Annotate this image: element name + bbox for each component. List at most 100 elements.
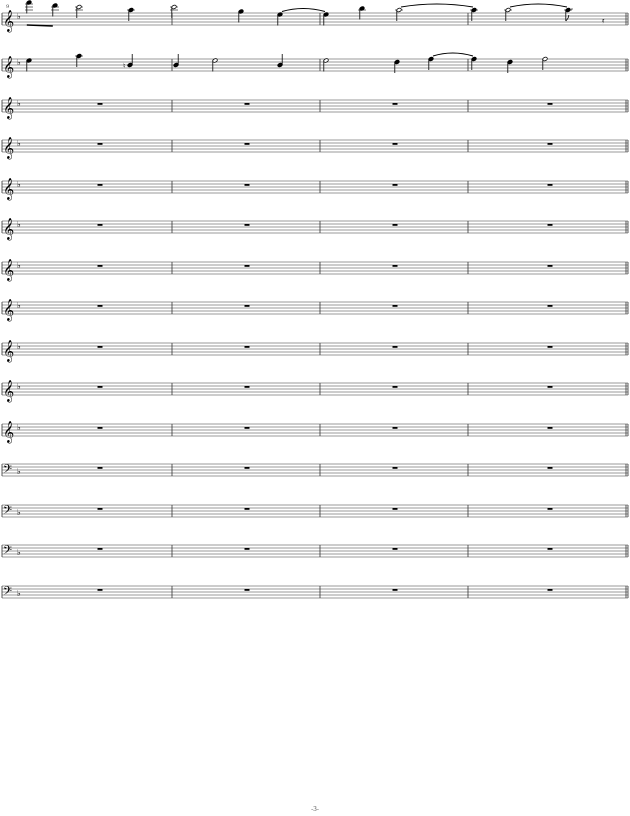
whole-rest: [244, 427, 250, 429]
flat-icon: ♭: [17, 423, 21, 432]
whole-rest: [547, 548, 553, 550]
dot: [571, 8, 573, 10]
treble-clef-icon: 𝄞: [3, 340, 14, 363]
bass-clef-icon: 𝄢: [3, 585, 12, 601]
flat-icon: ♭: [17, 12, 21, 21]
whole-rest: [392, 467, 398, 469]
treble-clef-icon: 𝄞: [3, 380, 14, 403]
staff-4: 𝄞 ♭: [1, 137, 629, 160]
whole-rest: [547, 386, 553, 388]
staff-12: 𝄢 ♭: [1, 463, 629, 479]
measure-number: 9: [6, 4, 10, 10]
staff-14: 𝄢 ♭: [1, 544, 629, 560]
whole-rest: [97, 386, 103, 388]
staff-9: 𝄞 ♭: [1, 340, 629, 363]
whole-rest: [547, 265, 553, 267]
flag: [565, 14, 570, 22]
treble-clef-icon: 𝄞: [3, 259, 14, 282]
treble-clef-icon: 𝄞: [3, 178, 14, 201]
whole-rest: [97, 224, 103, 226]
staff1-notes: 𝄿: [25, 0, 605, 27]
whole-rest: [97, 305, 103, 307]
staff-5: 𝄞 ♭: [1, 178, 629, 201]
staff-13: 𝄢 ♭: [1, 504, 629, 520]
whole-rest: [392, 589, 398, 591]
tie: [281, 8, 326, 12]
whole-rest: [547, 346, 553, 348]
whole-rest: [392, 143, 398, 145]
flat-icon: ♭: [17, 220, 21, 229]
staff-15: 𝄢 ♭: [1, 585, 629, 601]
whole-rest: [97, 265, 103, 267]
whole-rest: [97, 346, 103, 348]
whole-rest: [244, 346, 250, 348]
whole-rest: [244, 184, 250, 186]
whole-rest: [97, 427, 103, 429]
flat-icon: ♭: [17, 99, 21, 108]
treble-clef-icon: 𝄞: [3, 421, 14, 444]
tie: [432, 52, 474, 57]
page-number: -3-: [311, 806, 319, 813]
staff-1: 𝄞 ♭: [1, 10, 629, 33]
treble-clef-icon: 𝄞: [3, 10, 14, 33]
whole-rest: [392, 265, 398, 267]
whole-rest: [547, 224, 553, 226]
whole-rest: [392, 184, 398, 186]
whole-rest: [97, 143, 103, 145]
flat-icon: ♭: [17, 261, 21, 270]
flat-icon: ♭: [17, 508, 21, 517]
whole-rest: [244, 143, 250, 145]
whole-rest: [244, 103, 250, 105]
whole-rest: [244, 386, 250, 388]
treble-clef-icon: 𝄞: [3, 299, 14, 322]
staff-10: 𝄞 ♭: [1, 380, 629, 403]
whole-rest: [547, 305, 553, 307]
staff-6: 𝄞 ♭: [1, 218, 629, 241]
flat-icon: ♭: [17, 589, 21, 598]
bass-clef-icon: 𝄢: [3, 463, 12, 479]
whole-rest: [244, 548, 250, 550]
treble-clef-icon: 𝄞: [3, 56, 14, 79]
whole-rest: [97, 508, 103, 510]
whole-rest: [392, 548, 398, 550]
natural-icon: ♮: [123, 62, 126, 70]
treble-clef-icon: 𝄞: [3, 137, 14, 160]
staff-11: 𝄞 ♭: [1, 421, 629, 444]
whole-rest: [392, 508, 398, 510]
staff-8: 𝄞 ♭: [1, 299, 629, 322]
whole-rest: [392, 103, 398, 105]
whole-rest: [547, 508, 553, 510]
whole-rest: [392, 427, 398, 429]
treble-clef-icon: 𝄞: [3, 218, 14, 241]
flat-icon: ♭: [17, 342, 21, 351]
flat-icon: ♭: [17, 139, 21, 148]
flat-icon: ♭: [17, 548, 21, 557]
flat-icon: ♭: [17, 301, 21, 310]
flat-icon: ♭: [17, 467, 21, 476]
treble-clef-icon: 𝄞: [3, 97, 14, 120]
whole-rest: [244, 305, 250, 307]
staff-3: 𝄞 ♭: [1, 97, 629, 120]
staff-7: 𝄞 ♭: [1, 259, 629, 282]
whole-rest: [97, 467, 103, 469]
whole-rest: [392, 386, 398, 388]
whole-rest: [392, 305, 398, 307]
whole-rest: [547, 467, 553, 469]
whole-rest: [244, 508, 250, 510]
whole-rest: [547, 184, 553, 186]
whole-rest: [97, 103, 103, 105]
flat-icon: ♭: [17, 382, 21, 391]
whole-rest: [547, 589, 553, 591]
beam: [26, 24, 53, 27]
bass-clef-icon: 𝄢: [3, 544, 12, 560]
whole-rest: [97, 548, 103, 550]
staff2-notes: ♮: [26, 52, 548, 73]
flat-icon: ♭: [17, 180, 21, 189]
tie: [400, 3, 474, 8]
staff-2: 𝄞 ♭: [1, 56, 629, 79]
whole-rest: [97, 184, 103, 186]
flat-icon: ♭: [17, 58, 21, 67]
whole-rest: [547, 103, 553, 105]
whole-rest: [97, 589, 103, 591]
